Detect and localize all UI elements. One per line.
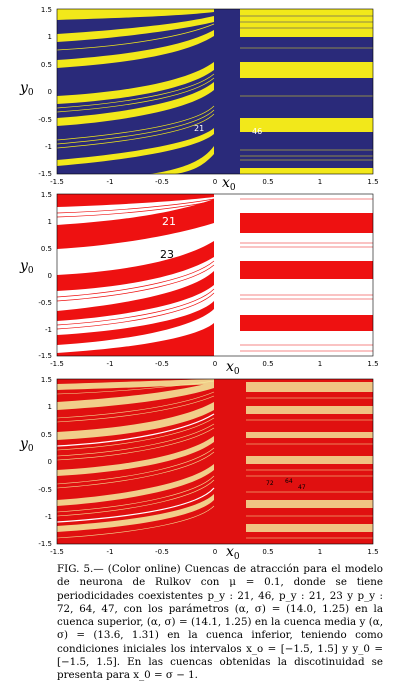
annotation-64: 64 xyxy=(285,478,293,485)
basin-plot-top: 21 46 1.5 1 0.5 0 -0.5 -1 -1.5 -1.5 -1 -… xyxy=(19,6,379,192)
svg-text:-0.5: -0.5 xyxy=(155,548,169,556)
svg-text:1.5: 1.5 xyxy=(367,548,378,556)
svg-text:-0.5: -0.5 xyxy=(38,486,52,494)
attractor-filaments-right xyxy=(246,397,373,539)
attractor-filaments-right xyxy=(240,15,373,29)
svg-text:0.5: 0.5 xyxy=(262,548,273,556)
svg-text:-1: -1 xyxy=(45,143,52,151)
y-tick-labels: 1.5 1 0.5 0 -0.5 -1 -1.5 xyxy=(38,6,52,178)
y-axis-label: y0 xyxy=(19,80,34,98)
svg-text:-1: -1 xyxy=(107,360,114,368)
svg-text:1.5: 1.5 xyxy=(41,376,52,384)
svg-text:0: 0 xyxy=(48,458,52,466)
attractor-filaments-left xyxy=(57,198,215,330)
svg-text:1: 1 xyxy=(318,178,322,186)
svg-text:-1.5: -1.5 xyxy=(38,540,52,548)
annotation-23: 23 xyxy=(160,248,174,261)
svg-text:-1.5: -1.5 xyxy=(50,548,64,556)
svg-text:0: 0 xyxy=(213,178,217,186)
svg-text:1: 1 xyxy=(318,548,322,556)
svg-text:-0.5: -0.5 xyxy=(38,116,52,124)
svg-text:1.5: 1.5 xyxy=(367,178,378,186)
x-axis-label: x0 xyxy=(226,544,240,562)
attractor-stripes-right xyxy=(246,382,373,532)
caption-text: (Color online) Cuencas de atracción para… xyxy=(57,563,383,682)
svg-text:0: 0 xyxy=(213,548,217,556)
attractor-stripes-left xyxy=(57,194,214,356)
svg-text:-1: -1 xyxy=(107,178,114,186)
attractor-stripes-right xyxy=(240,213,373,331)
attractor-stripes-left xyxy=(57,379,214,532)
svg-text:1: 1 xyxy=(318,360,322,368)
svg-text:1: 1 xyxy=(48,218,52,226)
y-axis-label: y0 xyxy=(19,436,34,454)
svg-text:0.5: 0.5 xyxy=(262,360,273,368)
annotation-46: 46 xyxy=(252,127,262,136)
svg-text:-1: -1 xyxy=(45,326,52,334)
svg-text:-0.5: -0.5 xyxy=(38,299,52,307)
attractor-filaments-left xyxy=(57,23,215,149)
svg-text:0.5: 0.5 xyxy=(41,61,52,69)
basin-plot-middle: 21 23 1.5 1 0.5 0 -0.5 -1 -1.5 -1.5 -1 -… xyxy=(19,191,379,377)
svg-text:-1: -1 xyxy=(107,548,114,556)
x-tick-labels: -1.5 -1 -0.5 0 0.5 1 1.5 xyxy=(50,360,378,368)
svg-text:0.5: 0.5 xyxy=(262,178,273,186)
svg-text:-1.5: -1.5 xyxy=(38,170,52,178)
attractor-filaments-right xyxy=(240,198,373,352)
annotation-47: 47 xyxy=(298,484,306,491)
svg-text:1.5: 1.5 xyxy=(41,191,52,199)
svg-text:1.5: 1.5 xyxy=(367,360,378,368)
svg-text:1.5: 1.5 xyxy=(41,6,52,14)
svg-text:1: 1 xyxy=(48,403,52,411)
svg-text:-0.5: -0.5 xyxy=(155,360,169,368)
x-tick-labels: -1.5 -1 -0.5 0 0.5 1 1.5 xyxy=(50,548,378,556)
attractor-filaments-right-2 xyxy=(240,47,373,161)
svg-text:0: 0 xyxy=(48,272,52,280)
svg-text:0.5: 0.5 xyxy=(41,245,52,253)
x-axis-label: x0 xyxy=(222,175,236,192)
svg-text:0.5: 0.5 xyxy=(41,431,52,439)
basin-plot-bottom: 72 64 47 1.5 1 0.5 0 -0.5 -1 -1.5 -1.5 -… xyxy=(19,376,379,562)
annotation-21: 21 xyxy=(194,124,204,133)
svg-text:-1.5: -1.5 xyxy=(38,352,52,360)
y-tick-labels: 1.5 1 0.5 0 -0.5 -1 -1.5 xyxy=(38,376,52,548)
y-axis-label: y0 xyxy=(19,258,34,276)
x-axis-label: x0 xyxy=(226,359,240,377)
figure-caption: FIG. 5.— (Color online) Cuencas de atrac… xyxy=(57,563,383,683)
svg-text:1: 1 xyxy=(48,33,52,41)
attractor-stripes-right xyxy=(240,9,373,174)
annotation-72: 72 xyxy=(266,480,274,487)
attractor-white-curves xyxy=(57,413,215,523)
attractor-stripes-left xyxy=(57,9,214,174)
y-tick-labels: 1.5 1 0.5 0 -0.5 -1 -1.5 xyxy=(38,191,52,360)
svg-text:0: 0 xyxy=(48,88,52,96)
svg-text:-0.5: -0.5 xyxy=(155,178,169,186)
attractor-filaments-left xyxy=(57,380,215,539)
svg-text:0: 0 xyxy=(213,360,217,368)
x-tick-labels: -1.5 -1 -0.5 0 0.5 1 1.5 xyxy=(50,178,378,186)
svg-text:-1.5: -1.5 xyxy=(50,360,64,368)
annotation-21: 21 xyxy=(162,215,176,228)
svg-text:-1: -1 xyxy=(45,513,52,521)
caption-label: FIG. 5.— xyxy=(57,563,104,575)
svg-text:-1.5: -1.5 xyxy=(50,178,64,186)
